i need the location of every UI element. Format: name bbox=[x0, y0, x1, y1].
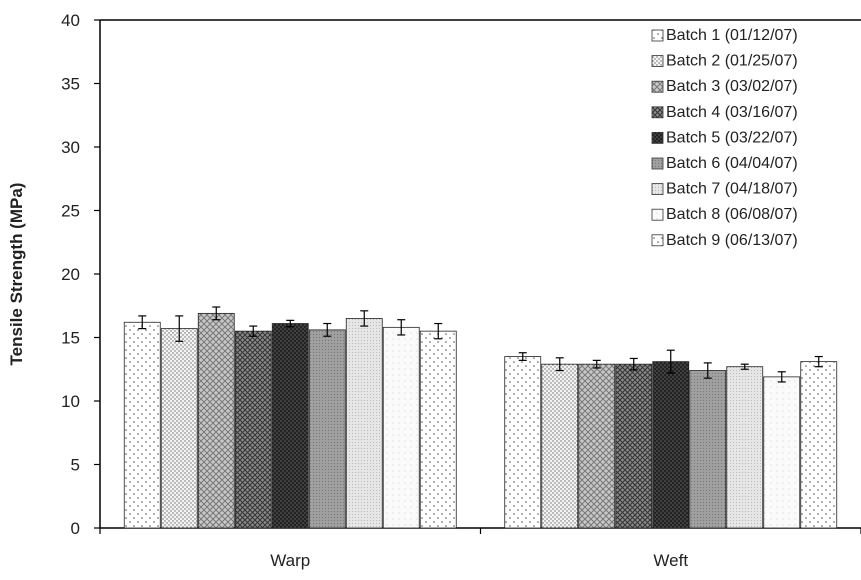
legend-item: Batch 8 (06/08/07) bbox=[651, 206, 798, 223]
error-bar bbox=[518, 352, 527, 361]
error-bars bbox=[138, 306, 823, 383]
legend-label: Batch 2 (01/25/07) bbox=[666, 53, 798, 70]
bar bbox=[615, 363, 653, 529]
x-ticks: Warp Weft bbox=[99, 528, 861, 570]
bar bbox=[419, 330, 457, 529]
legend-label: Batch 9 (06/13/07) bbox=[666, 232, 798, 249]
y-tick-label: 15 bbox=[61, 329, 80, 348]
bar bbox=[271, 323, 309, 529]
y-tick-label: 20 bbox=[61, 265, 80, 284]
x-tick-label: Warp bbox=[270, 551, 310, 570]
error-bar bbox=[323, 322, 332, 337]
error-bar bbox=[777, 371, 786, 383]
legend-label: Batch 5 (03/22/07) bbox=[666, 129, 798, 146]
bar bbox=[800, 361, 838, 529]
legend-swatch bbox=[651, 106, 664, 119]
error-bar bbox=[703, 362, 712, 379]
error-bar bbox=[138, 315, 147, 330]
legend-label: Batch 3 (03/02/07) bbox=[666, 78, 798, 95]
error-bar bbox=[286, 319, 295, 328]
bar bbox=[763, 376, 801, 529]
error-bar bbox=[666, 349, 675, 374]
legend-label: Batch 1 (01/12/07) bbox=[666, 27, 798, 44]
y-tick-label: 25 bbox=[61, 202, 80, 221]
error-bar bbox=[175, 315, 184, 342]
y-tick-label: 10 bbox=[61, 392, 80, 411]
error-bar bbox=[397, 319, 406, 336]
legend-label: Batch 6 (04/04/07) bbox=[666, 155, 798, 172]
legend-label: Batch 8 (06/08/07) bbox=[666, 206, 798, 223]
legend-swatch bbox=[651, 208, 664, 221]
error-bar bbox=[212, 306, 221, 321]
error-bar bbox=[814, 355, 823, 368]
bar bbox=[541, 363, 579, 529]
y-axis-label: Tensile Strength (MPa) bbox=[7, 183, 26, 366]
error-bar bbox=[592, 359, 601, 369]
legend-swatch bbox=[651, 183, 664, 196]
y-tick-label: 35 bbox=[61, 75, 80, 94]
y-tick-label: 0 bbox=[71, 519, 80, 538]
error-bar bbox=[360, 310, 369, 327]
legend-item: Batch 2 (01/25/07) bbox=[651, 53, 798, 70]
bar bbox=[726, 366, 764, 529]
legend-swatch bbox=[651, 29, 664, 42]
error-bar bbox=[434, 322, 443, 340]
y-tick-label: 5 bbox=[71, 456, 80, 475]
bar bbox=[578, 363, 616, 529]
legend-label: Batch 4 (03/16/07) bbox=[666, 104, 798, 121]
bar bbox=[308, 329, 346, 529]
bar bbox=[234, 330, 272, 529]
legend-swatch bbox=[651, 157, 664, 170]
y-ticks: 0 5 10 15 20 25 30 35 40 bbox=[61, 11, 100, 538]
legend-item: Batch 5 (03/22/07) bbox=[651, 129, 798, 146]
bar bbox=[504, 356, 542, 529]
legend-item: Batch 6 (04/04/07) bbox=[651, 155, 798, 172]
legend-swatch bbox=[651, 80, 664, 93]
bar bbox=[689, 370, 727, 529]
y-tick-label: 40 bbox=[61, 11, 80, 30]
bar bbox=[160, 328, 198, 529]
bars bbox=[123, 312, 838, 529]
legend-item: Batch 4 (03/16/07) bbox=[651, 104, 798, 121]
legend-swatch bbox=[651, 55, 664, 67]
legend-swatch bbox=[651, 234, 664, 247]
error-bar bbox=[740, 363, 749, 370]
error-bar bbox=[629, 357, 638, 371]
bar bbox=[652, 361, 690, 529]
legend-swatch bbox=[651, 131, 664, 144]
error-bar bbox=[555, 357, 564, 372]
error-bar bbox=[249, 325, 258, 337]
bar bbox=[197, 312, 235, 529]
legend-item: Batch 9 (06/13/07) bbox=[651, 232, 798, 249]
bar bbox=[345, 318, 383, 529]
legend-item: Batch 3 (03/02/07) bbox=[651, 78, 798, 95]
legend: Batch 1 (01/12/07) Batch 2 (01/25/07) Batc… bbox=[651, 27, 798, 249]
x-tick-label: Weft bbox=[653, 551, 688, 570]
bar bbox=[382, 326, 420, 529]
legend-item: Batch 1 (01/12/07) bbox=[651, 27, 798, 44]
y-tick-label: 30 bbox=[61, 138, 80, 157]
legend-label: Batch 7 (04/18/07) bbox=[666, 181, 798, 198]
bar bbox=[123, 321, 161, 529]
legend-item: Batch 7 (04/18/07) bbox=[651, 181, 798, 198]
